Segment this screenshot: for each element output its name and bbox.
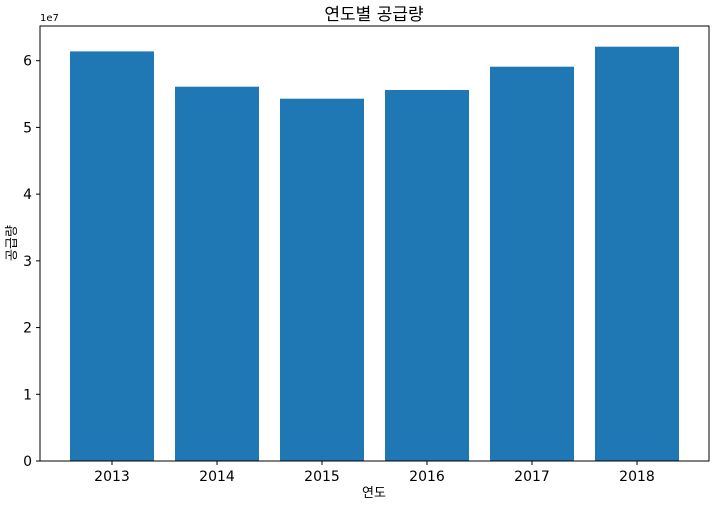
y-axis-label: 공급량 (5, 225, 20, 261)
y-tick-label: 3 (23, 254, 32, 270)
y-tick-label: 5 (23, 120, 32, 136)
y-axis-ticks: 0 1 2 3 4 5 6 (23, 54, 40, 470)
bar-2018 (595, 46, 679, 461)
bar-2016 (385, 90, 469, 461)
x-axis-label: 연도 (362, 486, 386, 501)
plot-frame (39, 25, 710, 462)
y-axis-offset-label: 1e7 (40, 13, 59, 24)
y-tick-label: 2 (23, 321, 32, 337)
x-tick-label: 2015 (304, 469, 340, 485)
chart-title: 연도별 공급량 (324, 5, 424, 25)
x-tick-label: 2016 (409, 469, 445, 485)
y-tick-label: 1 (23, 387, 32, 403)
bar-2014 (175, 86, 259, 461)
bar-2015 (280, 98, 364, 461)
y-tick-label: 6 (23, 54, 32, 70)
x-tick-label: 2013 (94, 469, 130, 485)
bars-group (70, 46, 679, 462)
x-tick-label: 2018 (619, 469, 655, 485)
x-axis-ticks: 2013 2014 2015 2016 2017 2018 (94, 461, 655, 485)
bar-2017 (490, 66, 574, 461)
x-tick-label: 2014 (199, 469, 235, 485)
x-tick-label: 2017 (514, 469, 550, 485)
y-tick-label: 0 (23, 454, 32, 470)
bar-2013 (70, 51, 154, 462)
y-tick-label: 4 (23, 187, 32, 203)
